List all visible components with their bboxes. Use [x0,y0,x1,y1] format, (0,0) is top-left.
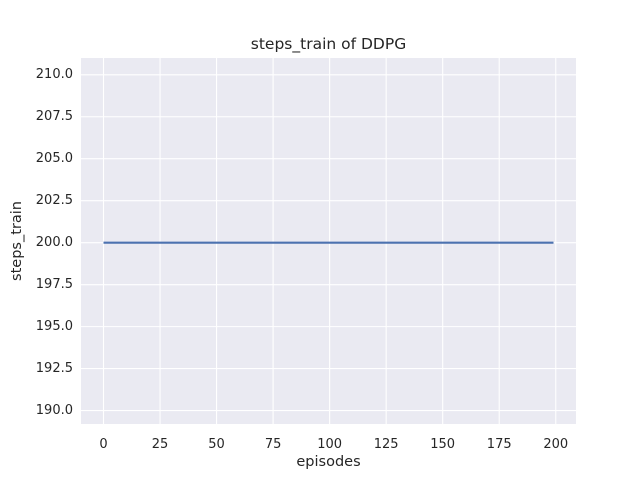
plot-canvas [81,58,576,424]
x-tick-label: 100 [317,437,343,452]
y-tick-label: 202.5 [35,192,73,208]
y-tick-label: 205.0 [35,150,73,166]
x-tick-label: 75 [264,437,282,452]
x-tick-label: 150 [430,437,456,452]
x-tick-label: 175 [486,437,512,452]
y-tick-label: 210.0 [35,66,73,82]
y-tick-label: 197.5 [35,276,73,292]
x-tick-label: 50 [208,437,225,452]
y-tick-label: 195.0 [35,318,73,334]
plot-area [81,58,576,424]
chart-title: steps_train of DDPG [250,35,407,53]
y-tick-label: 200.0 [35,234,73,250]
y-tick-label: 192.5 [35,360,73,376]
x-tick-label: 125 [373,437,399,452]
y-tick-label: 190.0 [35,402,73,418]
x-tick-label: 25 [151,437,169,452]
x-tick-label: 200 [543,437,569,452]
x-axis-label: episodes [296,454,361,470]
y-tick-label: 207.5 [35,108,73,124]
x-tick-label: 0 [99,437,108,452]
